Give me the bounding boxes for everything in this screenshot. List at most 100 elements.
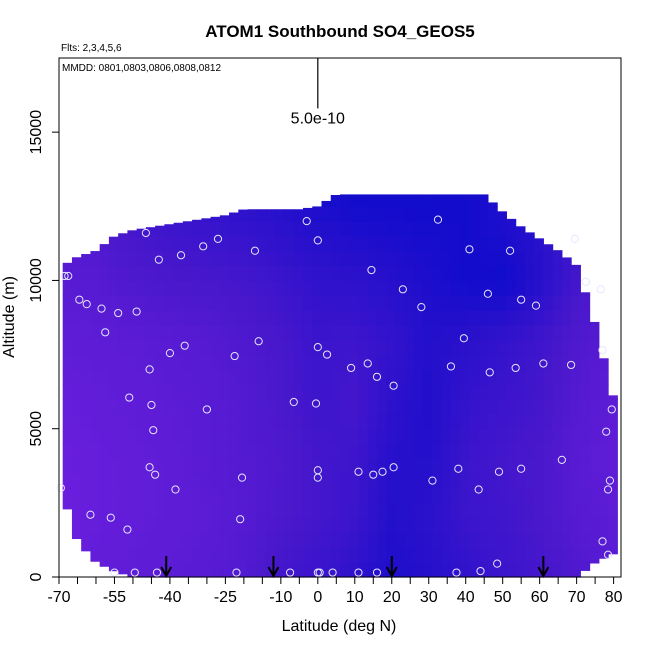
field-cell <box>413 443 424 459</box>
field-cell <box>284 517 295 534</box>
field-cell <box>404 413 415 430</box>
field-cell <box>182 547 193 563</box>
field-cell <box>349 369 360 385</box>
field-cell <box>450 310 461 326</box>
field-cell <box>192 443 202 459</box>
field-cell <box>164 265 175 282</box>
field-cell <box>238 488 249 504</box>
field-cell <box>543 244 554 252</box>
field-cell <box>534 339 544 356</box>
field-cell <box>524 384 535 400</box>
field-cell <box>534 265 544 282</box>
field-cell <box>136 324 147 341</box>
field-cell <box>293 413 304 430</box>
observation-point <box>236 515 245 524</box>
field-cell <box>358 206 369 222</box>
field-cell <box>460 295 470 311</box>
field-cell <box>598 517 609 534</box>
field-cell <box>99 458 110 474</box>
field-cell <box>358 295 369 311</box>
field-cell <box>321 428 332 445</box>
field-cell <box>376 280 387 296</box>
field-cell <box>256 473 267 489</box>
observation-point <box>313 236 322 245</box>
field-cell <box>349 265 360 282</box>
field-cell <box>543 295 554 311</box>
field-cell <box>136 502 147 519</box>
field-cell <box>349 532 360 548</box>
field-cell <box>312 532 323 548</box>
field-cell <box>534 443 544 459</box>
field-cell <box>99 488 110 504</box>
field-cell <box>386 221 397 237</box>
field-cell <box>478 443 489 459</box>
field-cell <box>349 250 360 267</box>
field-cell <box>293 209 304 222</box>
field-cell <box>108 339 119 356</box>
field-cell <box>404 194 415 207</box>
field-cell <box>155 339 165 356</box>
field-cell <box>506 250 517 267</box>
field-cell <box>376 250 387 267</box>
field-cell <box>358 473 369 489</box>
field-cell <box>478 517 489 534</box>
field-cell <box>432 488 443 504</box>
field-cell <box>552 339 563 356</box>
field-cell <box>71 354 82 370</box>
observation-point <box>152 568 162 577</box>
field-cell <box>155 384 165 400</box>
field-cell <box>210 458 221 474</box>
field-cell <box>284 488 295 504</box>
field-cell <box>293 295 304 311</box>
field-cell <box>487 502 498 519</box>
field-cell <box>487 473 498 489</box>
down-arrow-icon <box>160 556 173 579</box>
field-cell <box>580 443 591 459</box>
field-cell <box>118 369 128 385</box>
field-cell <box>256 369 267 385</box>
field-cell <box>155 413 165 430</box>
field-cell <box>395 250 406 267</box>
field-cell <box>275 265 286 282</box>
field-cell <box>432 354 443 370</box>
field-cell <box>173 280 184 296</box>
field-cell <box>173 222 184 237</box>
field-cell <box>321 562 332 578</box>
field-cell <box>266 295 276 311</box>
field-cell <box>598 473 609 489</box>
field-cell <box>238 280 249 296</box>
field-cell <box>201 502 212 519</box>
field-cell <box>340 488 350 504</box>
field-cell <box>136 369 147 385</box>
field-cell <box>219 384 230 400</box>
field-cell <box>62 413 73 430</box>
field-cell <box>524 488 535 504</box>
field-cell <box>515 265 526 282</box>
field-cell <box>460 547 470 563</box>
field-cell <box>515 443 526 459</box>
field-cell <box>192 369 202 385</box>
field-cell <box>515 310 526 326</box>
field-cell <box>312 250 323 267</box>
field-cell <box>608 502 618 519</box>
field-cell <box>506 443 517 459</box>
field-cell <box>524 517 535 534</box>
field-cell <box>330 339 341 356</box>
field-cell <box>247 502 258 519</box>
field-cell <box>358 547 369 563</box>
field-cell <box>192 502 202 519</box>
field-cell <box>229 354 239 370</box>
field-cell <box>386 458 397 474</box>
field-cell <box>71 295 82 311</box>
field-cell <box>303 295 313 311</box>
field-cell <box>192 324 202 341</box>
field-cell <box>413 206 424 222</box>
field-cell <box>386 206 397 222</box>
field-cell <box>543 547 554 563</box>
observation-point <box>110 568 119 577</box>
field-cell <box>293 488 304 504</box>
field-cell <box>164 235 175 252</box>
field-cell <box>266 547 276 563</box>
observation-point <box>145 463 154 472</box>
field-cell <box>238 324 249 341</box>
